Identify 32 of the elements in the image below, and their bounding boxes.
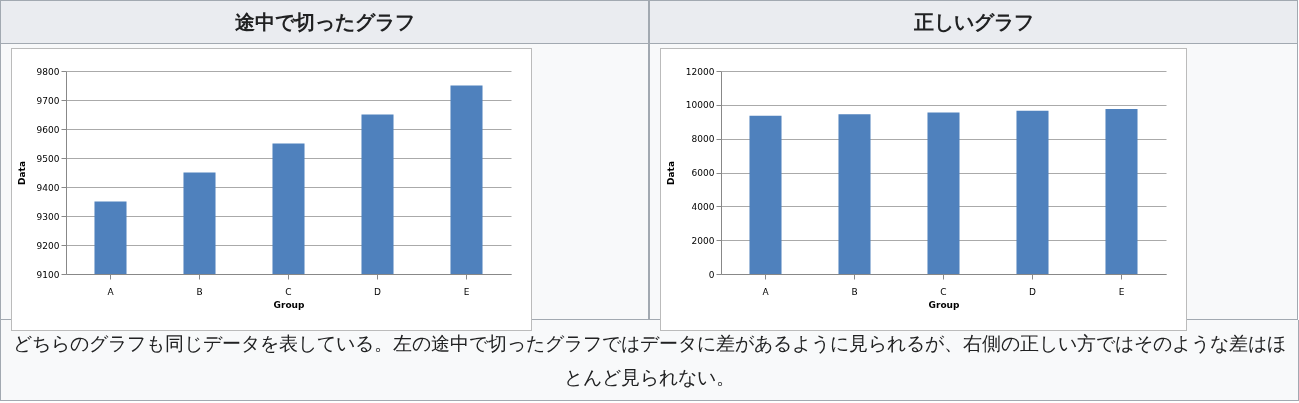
x-tick-label: D xyxy=(1029,286,1037,297)
x-tick-label: A xyxy=(107,286,115,297)
y-tick-label: 9600 xyxy=(36,124,60,135)
y-tick-label: 2000 xyxy=(691,235,715,246)
x-tick-label: E xyxy=(463,286,470,297)
x-axis-title: Group xyxy=(273,299,305,310)
chart-title: 正しいグラフ xyxy=(649,0,1298,44)
y-tick-label: 9200 xyxy=(36,240,60,251)
y-tick-label: 9700 xyxy=(36,95,60,106)
y-axis-title: Data xyxy=(16,161,27,185)
y-tick-label: 9100 xyxy=(36,269,60,280)
x-tick-label: C xyxy=(285,286,292,297)
y-tick-label: 8000 xyxy=(691,134,715,145)
text: どちらのグラフも同じデータを表している。左の途中で切ったグラフではデータに差があるように見られるが、右側の正しい方ではそのような差はほとんど見られない。 xyxy=(0,320,1299,401)
x-tick-label: C xyxy=(940,286,947,297)
chart-title: 途中で切ったグラフ xyxy=(0,0,649,44)
y-tick-label: 6000 xyxy=(691,168,715,178)
y-tick-label: 4000 xyxy=(691,201,715,212)
x-tick-label: A xyxy=(762,286,770,297)
x-tick-label: B xyxy=(851,286,858,297)
y-tick-label: 9800 xyxy=(36,66,60,77)
x-tick-label: D xyxy=(374,286,382,297)
y-tick-label: 9500 xyxy=(36,153,60,164)
x-tick-label: B xyxy=(196,286,203,297)
y-tick-label: 0 xyxy=(708,269,715,280)
y-tick-label: 12000 xyxy=(685,66,715,77)
y-axis-title: Data xyxy=(665,161,676,185)
y-tick-label: 9400 xyxy=(36,182,60,193)
y-tick-label: 10000 xyxy=(685,100,715,111)
x-tick-label: E xyxy=(1118,286,1125,297)
y-tick-label: 9300 xyxy=(36,211,60,222)
x-axis-title: Group xyxy=(928,299,960,310)
